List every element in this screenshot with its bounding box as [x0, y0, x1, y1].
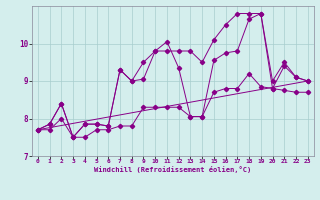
X-axis label: Windchill (Refroidissement éolien,°C): Windchill (Refroidissement éolien,°C)	[94, 166, 252, 173]
